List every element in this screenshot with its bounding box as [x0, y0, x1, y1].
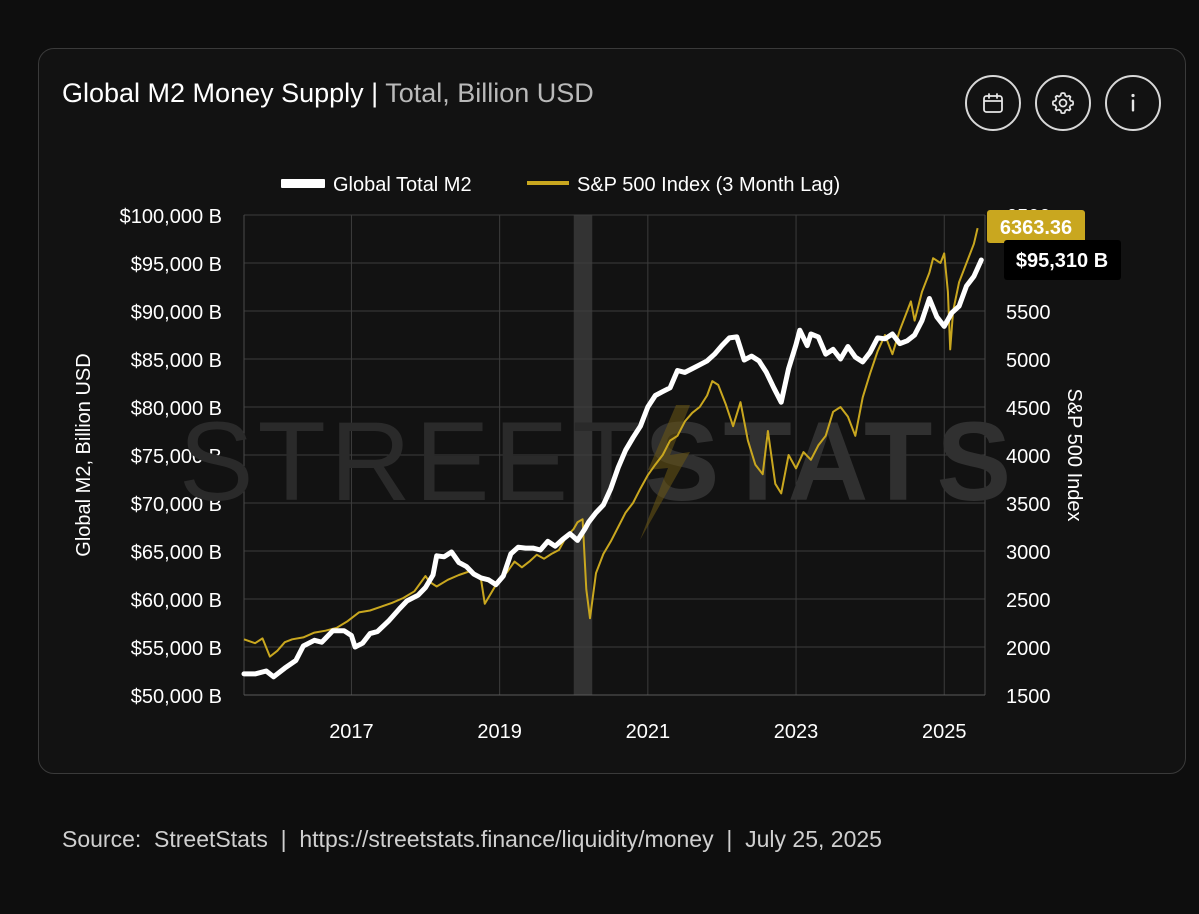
y-left-tick-label: $55,000 B — [131, 638, 222, 660]
source-url[interactable]: https://streetstats.finance/liquidity/mo… — [299, 826, 714, 852]
legend-label-spx: S&P 500 Index (3 Month Lag) — [577, 174, 840, 196]
y-right-tick-label: 4500 — [1006, 398, 1051, 420]
x-tick-label: 2019 — [477, 721, 522, 743]
y-left-tick-label: $60,000 B — [131, 590, 222, 612]
y-right-axis-title: S&P 500 Index — [1063, 388, 1085, 521]
y-right-tick-label: 4000 — [1006, 446, 1051, 468]
title-separator: | — [371, 78, 379, 108]
y-right-tick-label: 3500 — [1006, 494, 1051, 516]
y-right-tick-label: 1500 — [1006, 686, 1051, 708]
y-left-axis-title: Global M2, Billion USD — [73, 353, 95, 556]
m2-end-label: $95,310 B — [1016, 250, 1108, 272]
y-right-tick-label: 3000 — [1006, 542, 1051, 564]
y-left-tick-label: $85,000 B — [131, 350, 222, 372]
x-tick-label: 2021 — [626, 721, 671, 743]
title-main: Global M2 Money Supply — [62, 78, 364, 108]
watermark-part1: STREET — [179, 399, 645, 524]
info-icon — [1131, 93, 1135, 112]
calendar-icon — [983, 93, 1003, 113]
m2-end-badge — [1004, 240, 1121, 280]
watermark-bolt — [640, 405, 690, 540]
y-left-tick-label: $75,000 B — [131, 446, 222, 468]
source-name: StreetStats — [154, 826, 268, 852]
y-right-tick-label: 2500 — [1006, 590, 1051, 612]
chart-svg: $50,000 B $55,000 B $60,000 B $65,000 B $70,… — [73, 174, 1121, 743]
series-line-spx — [243, 227, 979, 658]
footer-separator-1: | — [280, 826, 287, 852]
y-right-tick-label: 2000 — [1006, 638, 1051, 660]
series-line-m2 — [241, 257, 984, 680]
x-tick-label: 2023 — [774, 721, 819, 743]
chart-card — [38, 48, 1186, 774]
y-left-tick-label: $95,000 B — [131, 254, 222, 276]
source-date: July 25, 2025 — [745, 826, 882, 852]
spx-end-label: 6363.36 — [1000, 217, 1072, 239]
legend-label-m2: Global Total M2 — [333, 174, 472, 196]
y-right-tick-label: 5500 — [1006, 302, 1051, 324]
settings-button[interactable] — [1035, 75, 1091, 131]
y-left-tick-label: $65,000 B — [131, 542, 222, 564]
y-left-tick-label: $80,000 B — [131, 398, 222, 420]
y-right-tick-label: 5000 — [1006, 350, 1051, 372]
x-tick-label: 2025 — [922, 721, 967, 743]
title-subtitle: Total, Billion USD — [385, 78, 594, 108]
footer-source: Source: StreetStats | https://streetstat… — [62, 826, 882, 853]
y-left-tick-label: $90,000 B — [131, 302, 222, 324]
y-left-tick-label: $50,000 B — [131, 686, 222, 708]
page-title: Global M2 Money Supply | Total, Billion … — [62, 78, 594, 109]
spx-end-badge — [987, 210, 1085, 243]
y-left-tick-label: $100,000 B — [120, 206, 222, 228]
x-tick-label: 2017 — [329, 721, 374, 743]
footer-separator-2: | — [726, 826, 733, 852]
watermark-part2: STATS — [645, 399, 1016, 524]
calendar-button[interactable] — [965, 75, 1021, 131]
info-button[interactable] — [1105, 75, 1161, 131]
legend-swatch-spx — [527, 181, 569, 185]
legend-swatch-m2 — [281, 179, 325, 188]
watermark: STREETSTATS — [179, 399, 1015, 524]
gear-icon — [1051, 92, 1075, 115]
y-left-tick-label: $70,000 B — [131, 494, 222, 516]
source-label: Source: — [62, 826, 142, 852]
